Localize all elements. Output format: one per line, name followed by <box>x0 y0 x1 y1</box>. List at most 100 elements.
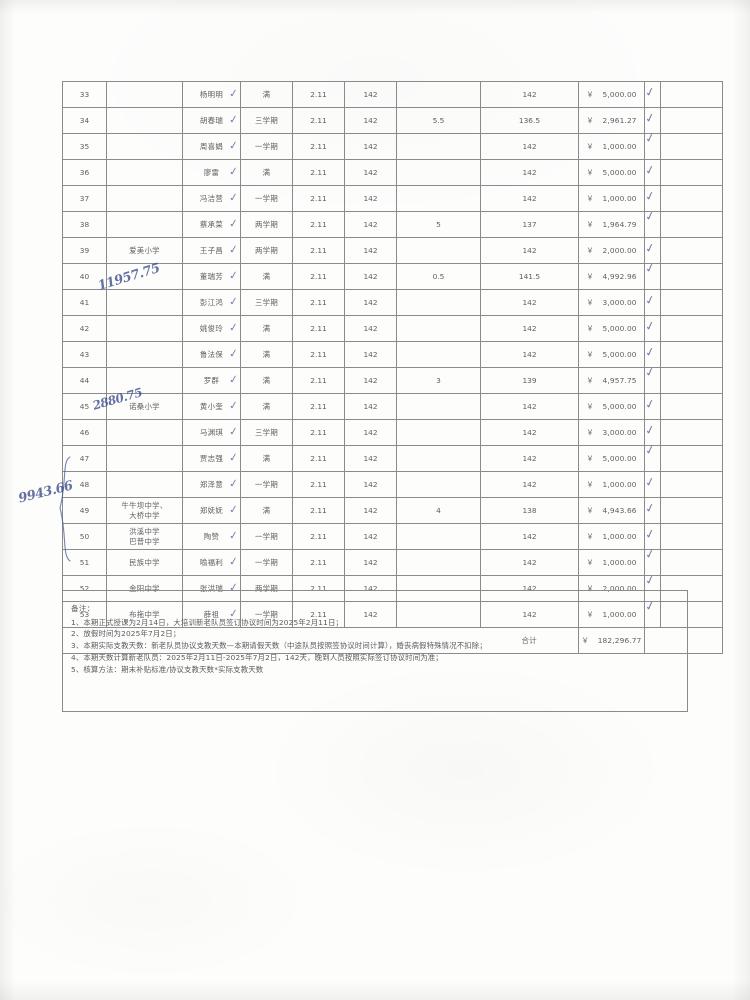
table-row: 37 冯洁营 ✓ 一学期 2.11 142 142 ￥ 1,000.00 ✓ <box>62 185 723 212</box>
teacher-name-text: 贾志强 <box>199 453 224 463</box>
agreed-days: 142 <box>344 185 397 212</box>
remark-cell <box>660 419 723 446</box>
total-currency-symbol: ￥ <box>581 635 589 645</box>
teacher-name: 陶赞 ✓ <box>182 523 241 550</box>
agreed-days: 142 <box>344 367 397 394</box>
teacher-name-text: 王子昌 <box>199 245 224 255</box>
check-mark-icon: ✓ <box>643 208 657 224</box>
table-row: 53 布拖中学 薛祖 ✓ 一学期 2.11 142 142 ￥ 1,000.00 ✓ <box>62 598 723 628</box>
leave-days: 5.5 <box>396 107 481 134</box>
amount-cell: ￥ 1,000.00 <box>578 549 645 576</box>
currency-symbol: ￥ <box>586 115 594 125</box>
remark-cell <box>660 549 723 576</box>
row-index: 37 <box>62 185 107 212</box>
agreed-days: 142 <box>344 211 397 238</box>
agreed-days: 142 <box>344 341 397 368</box>
leave-days: 4 <box>396 497 481 524</box>
start-date: 2.11 <box>292 133 345 160</box>
teacher-name: 冯洁营 ✓ <box>182 185 241 212</box>
start-date: 2.11 <box>292 419 345 446</box>
table-row: 43 鲁法保 ✓ 满 2.11 142 142 ￥ 5,000.00 ✓ <box>62 341 723 368</box>
remark-cell <box>660 211 723 238</box>
currency-symbol: ￥ <box>586 271 594 281</box>
term-type: 一学期 <box>240 185 293 212</box>
amount-value: 1,964.79 <box>602 219 637 229</box>
teacher-name-text: 鲁法保 <box>199 349 224 359</box>
total-label: 合计 <box>480 627 579 654</box>
leave-days <box>396 523 481 550</box>
teacher-name-text: 罗群 <box>203 375 220 385</box>
table-row: 50 洪溪中学 巴普中学 陶赞 ✓ 一学期 2.11 142 142 ￥ 1,000.00 ✓ <box>62 523 723 550</box>
teacher-name: 张洪瑞 ✓ <box>182 575 241 602</box>
school-name <box>106 263 183 290</box>
currency-symbol: ￥ <box>586 401 594 411</box>
amount-value: 1,000.00 <box>602 193 637 203</box>
start-date: 2.11 <box>292 315 345 342</box>
currency-symbol: ￥ <box>586 323 594 333</box>
school-name <box>106 471 183 498</box>
remark-cell <box>660 185 723 212</box>
handwritten-tick-icon: ✓ <box>228 528 240 543</box>
leave-days: 3 <box>396 367 481 394</box>
amount-cell: ￥ 3,000.00 <box>578 419 645 446</box>
amount-cell: ￥ 1,964.79 <box>578 211 645 238</box>
check-mark-icon: ✓ <box>643 292 657 308</box>
remark-cell <box>660 497 723 524</box>
handwritten-tick-icon: ✓ <box>228 346 240 361</box>
agreed-days: 142 <box>344 471 397 498</box>
check-mark-icon: ✓ <box>643 572 657 588</box>
term-type: 两学期 <box>240 211 293 238</box>
agreed-days: 142 <box>344 497 397 524</box>
currency-symbol: ￥ <box>586 427 594 437</box>
remark-line: 1、本期正式授课为2月14日，大培训新老队员签订协议时间为2025年2月11日； <box>71 617 344 627</box>
remark-cell <box>660 393 723 420</box>
teacher-name-text: 廖雷 <box>203 167 220 177</box>
table-row: 39 爱美小学 王子昌 ✓ 两学期 2.11 142 142 ￥ 2,000.00 ✓ <box>62 237 723 264</box>
term-type: 一学期 <box>240 523 293 550</box>
handwritten-tick-icon: ✓ <box>228 450 240 465</box>
row-index: 38 <box>62 211 107 238</box>
handwritten-tick-icon: ✓ <box>228 424 240 439</box>
agreed-days: 142 <box>344 81 397 108</box>
leave-days <box>396 185 481 212</box>
subsidy-table: 33 杨明明 ✓ 满 2.11 142 142 ￥ 5,000.00 ✓ 34 胡春瑞 ✓ 三学期 2.11… <box>62 81 723 654</box>
handwritten-tick-icon: ✓ <box>228 372 240 387</box>
check-mark-icon: ✓ <box>643 260 657 276</box>
amount-value: 4,992.96 <box>602 271 637 281</box>
school-name <box>106 315 183 342</box>
leave-days <box>396 237 481 264</box>
amount-value: 3,000.00 <box>602 297 637 307</box>
remark-line: 3、本期实际支教天数：新老队员协议支教天数—本期请假天数（中途队员按照签协议时间… <box>71 641 487 651</box>
agreed-days: 142 <box>344 263 397 290</box>
table-container: 33 杨明明 ✓ 满 2.11 142 142 ￥ 5,000.00 ✓ 34 胡春瑞 ✓ 三学期 2.11… <box>62 81 723 654</box>
currency-symbol: ￥ <box>586 479 594 489</box>
actual-days: 142 <box>480 289 579 316</box>
actual-days: 142 <box>480 315 579 342</box>
verify-check-cell: ✓ <box>643 260 661 290</box>
amount-cell: ￥ 2,000.00 <box>578 237 645 264</box>
amount-value: 5,000.00 <box>602 323 637 333</box>
currency-symbol: ￥ <box>586 609 594 619</box>
currency-symbol: ￥ <box>586 297 594 307</box>
teacher-name-text: 冯洁营 <box>199 193 224 203</box>
school-name: 诺桑小学 <box>106 393 183 420</box>
amount-value: 1,000.00 <box>602 479 637 489</box>
row-index: 41 <box>62 289 107 316</box>
amount-cell: ￥ 5,000.00 <box>578 445 645 472</box>
check-mark-icon: ✓ <box>643 188 657 204</box>
school-name <box>106 81 183 108</box>
school-name <box>106 419 183 446</box>
remark-cell <box>660 367 723 394</box>
term-type: 两学期 <box>240 575 293 602</box>
amount-value: 1,000.00 <box>602 557 637 567</box>
actual-days: 142 <box>480 393 579 420</box>
remark-cell <box>660 315 723 342</box>
leave-days: 5 <box>396 211 481 238</box>
amount-value: 3,000.00 <box>602 427 637 437</box>
check-mark-icon: ✓ <box>643 422 657 438</box>
amount-value: 5,000.00 <box>602 453 637 463</box>
check-mark-icon: ✓ <box>643 110 657 126</box>
table-row: 34 胡春瑞 ✓ 三学期 2.11 142 5.5 136.5 ￥ 2,961.27 ✓ <box>62 107 723 134</box>
table-row: 41 彭江鸿 ✓ 三学期 2.11 142 142 ￥ 3,000.00 ✓ <box>62 289 723 316</box>
check-mark-icon: ✓ <box>643 318 657 334</box>
